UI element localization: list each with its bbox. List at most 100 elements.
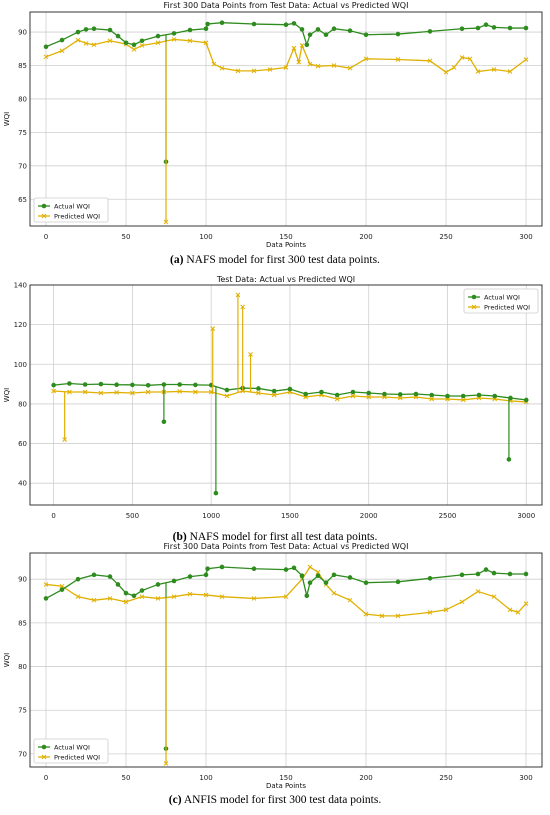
outlier-point [248,352,253,357]
outlier-point [62,437,68,442]
chart-panel-b: 0 500 1000 1500 2000 2500 3000 40 60 80 100 120 140 T… [0,274,550,529]
data-point [299,43,305,48]
data-point [123,590,129,596]
data-point [171,578,177,584]
caption-b: (b) NAFS model for first all test data p… [172,531,378,543]
caption-a: (a) NAFS model for first 300 test data p… [170,254,380,266]
data-point [491,594,497,600]
data-point [363,32,369,38]
x-tick-label: 1500 [281,512,299,520]
data-point [251,566,257,572]
data-point [83,27,89,32]
x-tick-label: 0 [44,233,48,241]
y-tick-label: 75 [18,707,27,715]
legend: Actual WQI Predicted WQI [33,738,109,764]
legend-marker [41,754,47,760]
data-point [283,22,289,28]
data-point [476,392,482,398]
data-point [460,397,466,403]
data-point [59,583,65,589]
data-point [155,40,161,46]
data-point [334,392,340,398]
x-tick-label: 0 [44,774,48,782]
y-tick-label: 70 [18,162,27,170]
data-point [291,45,297,51]
data-point [299,573,305,579]
data-point [203,592,209,598]
y-tick-label: 85 [18,62,27,70]
chart-title: First 300 Data Points from Test Data: Ac… [164,1,409,10]
data-point [203,40,209,46]
y-tick-label: 40 [18,480,27,488]
data-point [319,389,324,395]
data-point [131,593,137,599]
y-tick-label: 100 [14,361,27,369]
data-point [51,388,56,394]
data-point [315,27,321,32]
data-point [203,572,209,578]
data-point [379,613,385,619]
data-point [491,570,497,576]
outlier-point [161,419,167,425]
data-point [429,392,435,398]
data-point [115,33,121,39]
data-point [304,42,310,48]
data-point [211,61,217,67]
caption-a-text: NAFS model for first 300 test data point… [186,254,380,266]
data-point [395,57,401,62]
data-point [307,61,313,67]
data-point [507,607,513,613]
data-point [75,576,81,582]
series-actual [43,20,529,50]
data-point [139,43,145,48]
data-point [155,582,161,587]
data-point [98,381,104,387]
data-point [130,390,135,396]
data-point [315,569,321,575]
data-point [307,32,313,38]
data-point [315,63,321,69]
data-point [139,594,145,600]
legend: Actual WQI Predicted WQI [33,197,109,223]
data-point [161,382,167,387]
data-point [203,26,209,32]
data-point [395,613,401,619]
legend: Actual WQI Predicted WQI [463,288,539,314]
y-axis-label: WQI [3,112,11,127]
data-point [271,392,277,398]
series-predicted [43,564,529,619]
data-point [523,571,529,577]
y-axis-label: WQI [3,653,11,668]
data-point [123,40,129,46]
x-tick-label: 2000 [360,512,378,520]
data-point [363,611,369,617]
data-point [347,28,353,34]
x-tick-label: 300 [519,774,532,782]
data-point [467,56,473,62]
x-tick-label: 100 [199,233,212,241]
data-point [145,382,151,388]
data-point [219,20,225,26]
data-point [107,574,113,579]
data-point [171,37,177,42]
data-point [475,25,481,31]
data-point [177,389,183,394]
data-point [347,575,353,580]
legend-label: Predicted WQI [54,213,100,221]
x-tick-label: 500 [126,512,139,520]
data-point [475,69,481,74]
data-point [91,42,97,48]
data-point [91,572,97,578]
y-axis-label: WQI [3,388,11,403]
data-point [427,610,433,615]
data-point [123,599,129,605]
legend-label: Actual WQI [484,294,520,302]
outlier-point [240,304,246,310]
y-tick-label: 80 [18,95,27,103]
chart-c: 0 50 100 150 200 250 300 70 75 80 85 90 First 300 Da… [3,542,543,790]
outlier-point [163,761,169,766]
plot-frame [29,552,543,768]
y-tick-label: 140 [14,282,27,290]
data-point [382,391,387,397]
data-point [187,574,193,579]
